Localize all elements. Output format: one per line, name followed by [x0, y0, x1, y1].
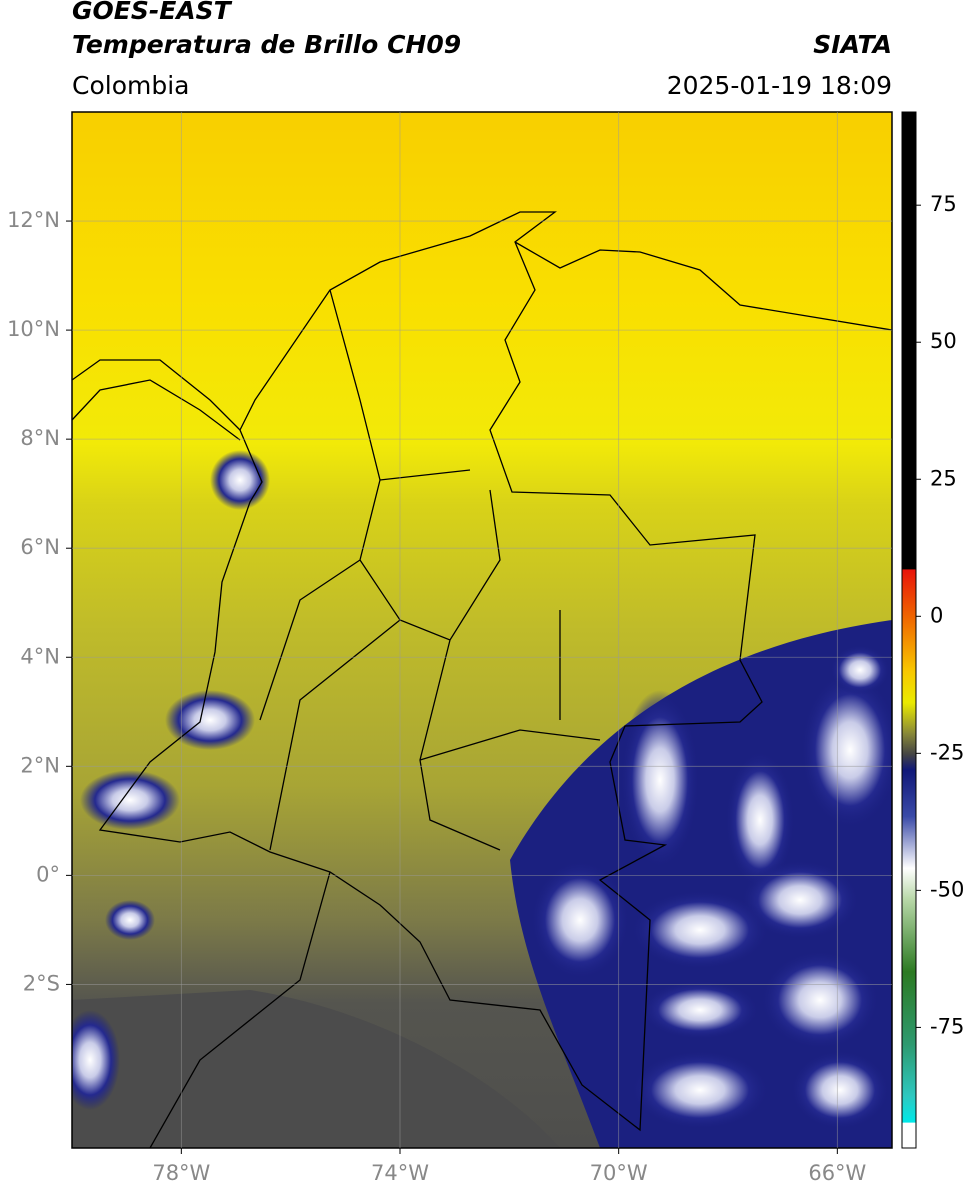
- borders: [72, 211, 892, 1148]
- title: GOES-EAST: [72, 0, 233, 25]
- colorbar-tick-label: -25: [930, 740, 964, 764]
- map-frame: [71, 111, 893, 1149]
- y-tick-label: 2°S: [23, 971, 60, 995]
- colorbar-tick-label: 50: [930, 329, 957, 353]
- colorbar-tick-label: -75: [930, 1014, 964, 1038]
- datetime: 2025-01-19 18:09: [667, 71, 892, 100]
- y-tick-label: 2°N: [20, 753, 60, 777]
- y-tick-label: 12°N: [7, 208, 60, 232]
- y-tick-label: 10°N: [7, 317, 60, 341]
- x-tick-label: 70°W: [590, 1161, 648, 1185]
- x-tick-label: 78°W: [152, 1161, 210, 1185]
- y-tick-label: 4°N: [20, 644, 60, 668]
- colorbar: [901, 111, 917, 1149]
- x-tick-label: 66°W: [808, 1161, 866, 1185]
- y-tick-label: 0°: [36, 862, 60, 886]
- subtitle: Temperatura de Brillo CH09: [72, 30, 461, 59]
- colorbar-tick-label: 75: [930, 192, 957, 216]
- source: SIATA: [813, 30, 892, 59]
- x-tick-label: 74°W: [371, 1161, 429, 1185]
- region: Colombia: [72, 71, 189, 100]
- y-tick-label: 8°N: [20, 426, 60, 450]
- colorbar-tick-label: -50: [930, 877, 964, 901]
- y-tick-label: 6°N: [20, 535, 60, 559]
- colorbar-tick-label: 25: [930, 466, 957, 490]
- colorbar-tick-label: 0: [930, 603, 943, 627]
- map-image: [72, 112, 892, 1148]
